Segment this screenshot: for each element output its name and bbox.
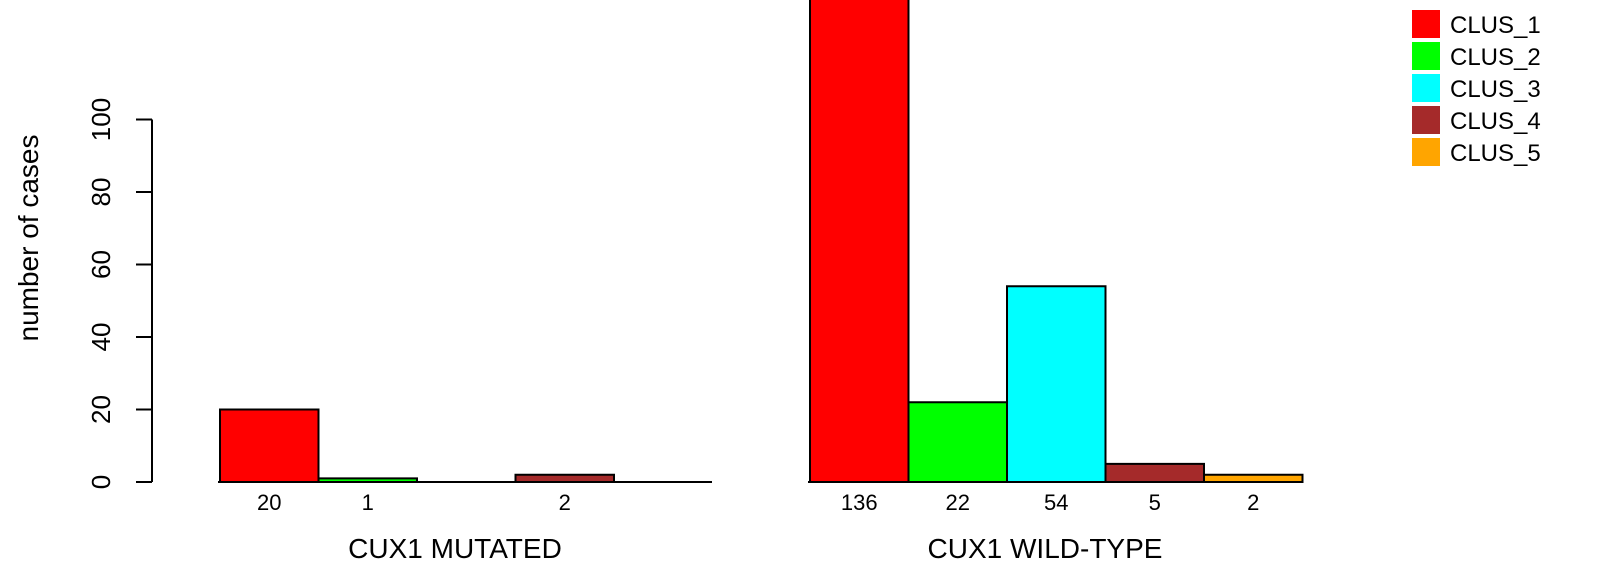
y-tick-label: 0 [86,475,116,489]
legend-label: CLUS_2 [1450,44,1541,71]
group-labels: CUX1 MUTATED CUX1 WILD-TYPE [348,533,1162,564]
legend-swatch-clus-3 [1412,74,1440,102]
legend-swatch-clus-5 [1412,138,1440,166]
legend-swatch-clus-4 [1412,106,1440,134]
value-label: 2 [1247,490,1259,515]
value-label: 54 [1044,490,1068,515]
bar-2-clus-3 [1006,285,1107,483]
y-tick-label: 100 [86,98,116,141]
value-label: 1 [362,490,374,515]
legend: CLUS_1 CLUS_2 CLUS_3 CLUS_4 CLUS_5 [1412,10,1541,167]
value-label: 2 [559,490,571,515]
bars-layer [219,0,1304,483]
legend-label: CLUS_1 [1450,12,1541,39]
bar-2-clus-5 [1203,473,1304,483]
value-label: 22 [946,490,970,515]
bar-2-clus-1 [809,0,910,483]
legend-label: CLUS_4 [1450,108,1541,135]
legend-label: CLUS_5 [1450,140,1541,167]
value-labels: 20 1 2 136 22 54 5 2 [257,490,1259,515]
bar-2-clus-2 [907,401,1008,483]
value-label: 5 [1149,490,1161,515]
y-tick-label: 80 [86,178,116,207]
y-axis-title: number of cases [13,135,44,342]
legend-label: CLUS_3 [1450,76,1541,103]
value-label: 20 [257,490,281,515]
legend-swatch-clus-2 [1412,42,1440,70]
bar-2-clus-4 [1104,462,1205,483]
bar-1-clus-1 [219,408,320,483]
legend-swatch-clus-1 [1412,10,1440,38]
value-label: 136 [841,490,878,515]
y-axis: 0 20 40 60 80 100 [86,98,153,489]
y-tick-label: 40 [86,323,116,352]
group-label: CUX1 WILD-TYPE [928,533,1163,564]
y-tick-label: 60 [86,250,116,279]
y-tick-label: 20 [86,395,116,424]
bar-1-clus-4 [514,473,615,483]
group-label: CUX1 MUTATED [348,533,562,564]
